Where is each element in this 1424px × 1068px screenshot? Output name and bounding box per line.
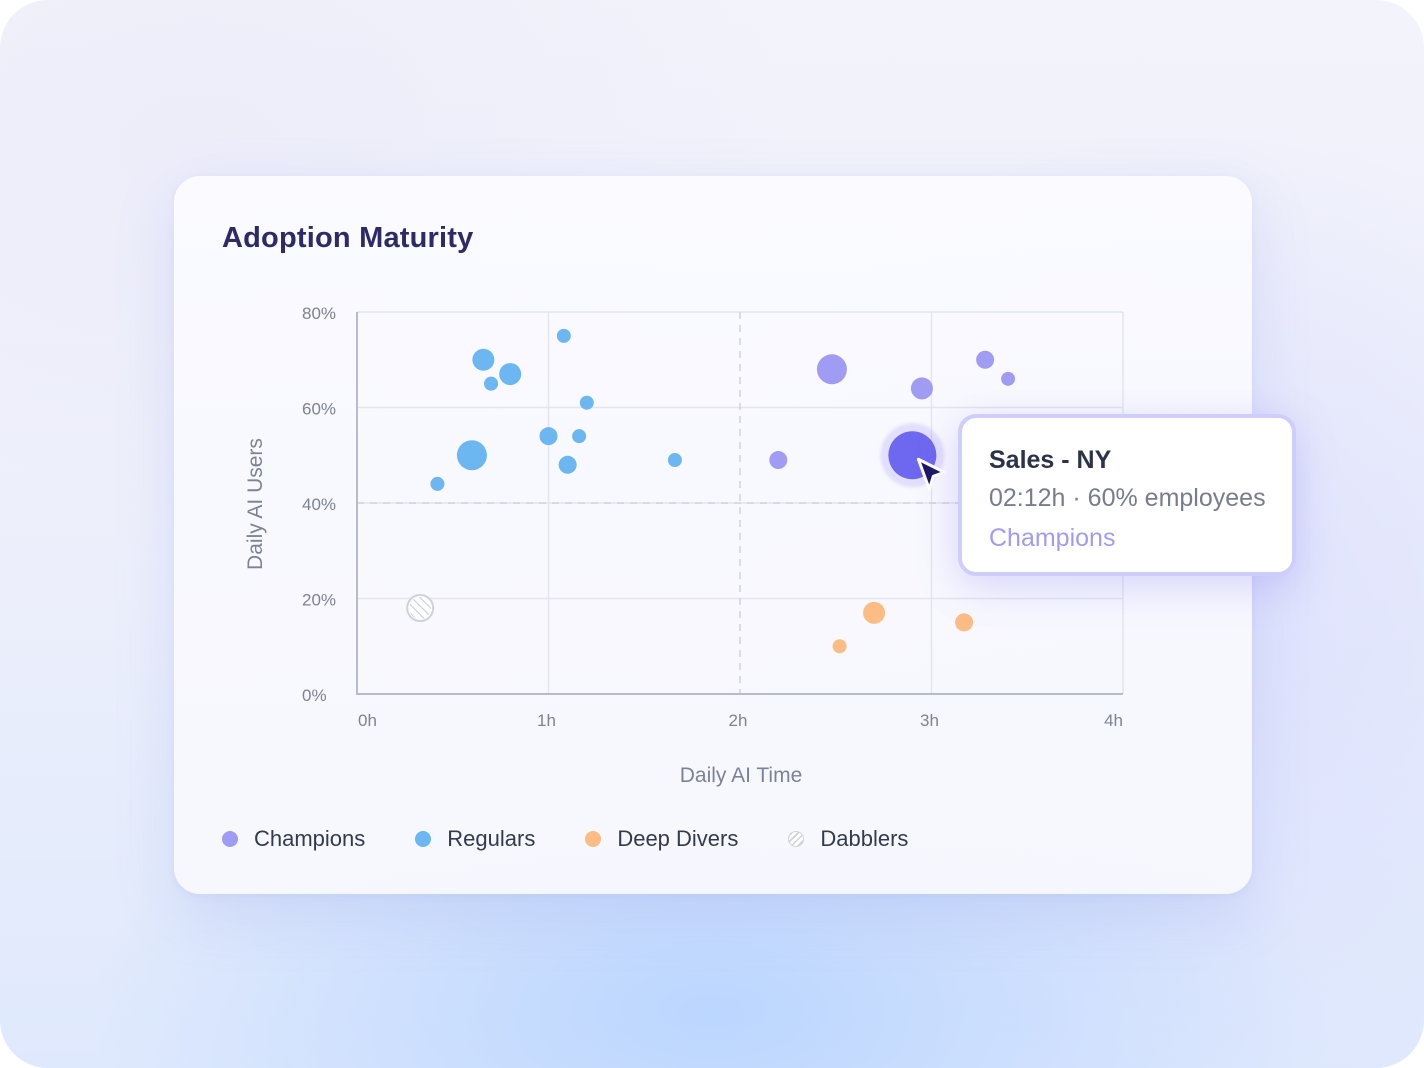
tooltip-detail: 02:12h · 60% employees: [989, 484, 1266, 512]
y-tick-label: 0%: [302, 686, 327, 705]
y-tick-label: 80%: [302, 304, 336, 323]
x-tick-label: 4h: [1104, 711, 1123, 730]
hatched-dot-icon: [788, 831, 805, 847]
data-point-regulars: [539, 427, 558, 446]
axes: [356, 312, 1123, 695]
data-point-regulars: [572, 429, 587, 444]
data-point-regulars: [472, 348, 495, 371]
data-point-deep-divers: [832, 639, 847, 654]
legend-item: Dabblers: [788, 826, 908, 852]
data-point-champions: [976, 350, 995, 369]
data-points: [406, 328, 1016, 654]
data-point-deep-divers: [955, 613, 974, 632]
tooltip-group: Champions: [989, 524, 1116, 552]
point-tooltip: Sales - NY 02:12h · 60% employees Champi…: [958, 414, 1296, 576]
data-point-regulars: [558, 455, 577, 474]
mouse-cursor-arrow: [916, 457, 946, 491]
legend-item: Champions: [222, 826, 365, 852]
legend-label: Champions: [254, 826, 366, 851]
card-title: Adoption Maturity: [222, 222, 474, 254]
data-point-regulars: [484, 376, 499, 391]
data-point-champions: [769, 451, 788, 470]
dot-icon: [585, 831, 602, 847]
data-point-regulars: [456, 440, 487, 471]
x-tick-label: 1h: [537, 711, 556, 730]
dot-icon: [222, 831, 238, 847]
data-point-deep-divers: [863, 601, 886, 624]
data-point-regulars: [430, 476, 445, 491]
x-tick-label: 0h: [358, 711, 377, 730]
legend-item: Deep Divers: [585, 826, 738, 852]
data-point-regulars: [499, 363, 522, 386]
y-tick-label: 40%: [302, 495, 336, 514]
x-tick-label: 2h: [729, 711, 748, 730]
data-point-regulars: [579, 395, 594, 410]
legend-label: Dabblers: [820, 826, 909, 851]
mouse-cursor-icon: [916, 457, 946, 491]
data-point-dabblers-hatch: [409, 597, 432, 620]
legend-label: Deep Divers: [617, 826, 739, 851]
data-point-champions: [910, 377, 933, 400]
tick-labels: 0% 20% 40% 60% 80% 0h 1h 2h 3h 4h: [302, 304, 1123, 730]
dot-icon: [415, 831, 432, 847]
data-point-regulars: [556, 328, 571, 343]
legend-item: Regulars: [415, 826, 535, 852]
x-tick-label: 3h: [920, 711, 939, 730]
y-tick-label: 60%: [302, 400, 336, 419]
data-point-regulars: [667, 453, 682, 468]
y-tick-label: 20%: [302, 591, 336, 610]
data-point-champions: [816, 354, 847, 385]
data-point-champions: [1001, 371, 1016, 386]
legend-label: Regulars: [447, 826, 536, 851]
tooltip-title: Sales - NY: [989, 446, 1112, 474]
x-axis-title: Daily AI Time: [680, 764, 803, 787]
y-axis-title: Daily AI Users: [244, 438, 267, 570]
chart-legend: Champions Regulars Deep Divers Dabblers: [222, 822, 958, 856]
